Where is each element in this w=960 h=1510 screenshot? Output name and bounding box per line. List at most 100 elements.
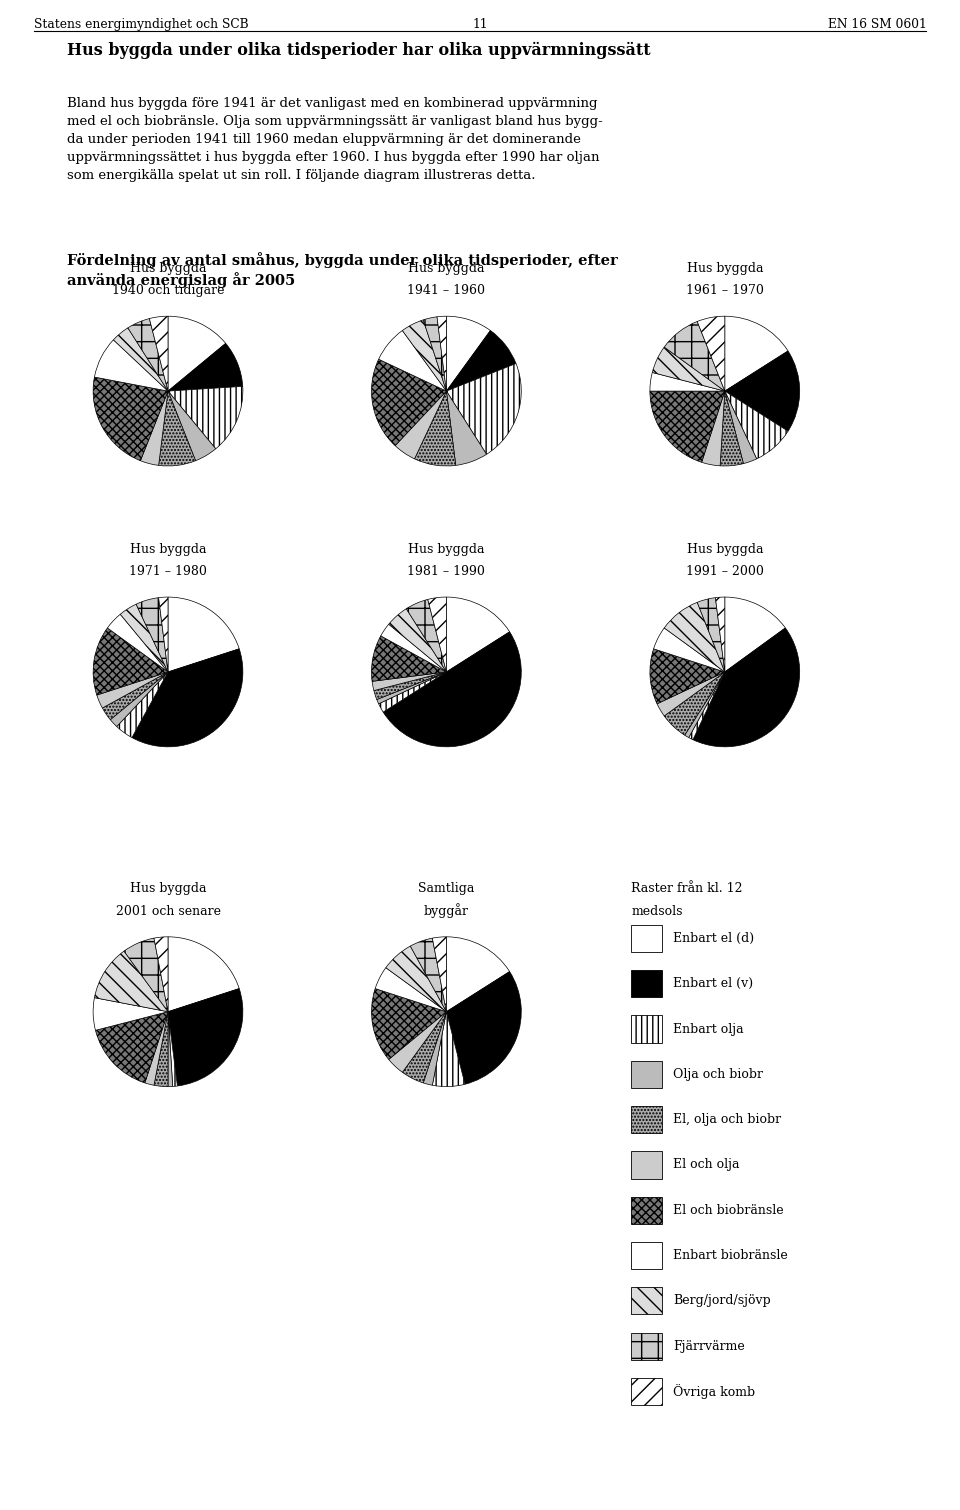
Wedge shape bbox=[136, 598, 168, 672]
Wedge shape bbox=[446, 936, 510, 1012]
Wedge shape bbox=[415, 391, 456, 467]
Wedge shape bbox=[410, 938, 446, 1012]
Wedge shape bbox=[702, 391, 725, 465]
Text: 2001 och senare: 2001 och senare bbox=[115, 904, 221, 918]
Wedge shape bbox=[383, 631, 521, 747]
Wedge shape bbox=[697, 598, 725, 672]
Wedge shape bbox=[654, 628, 725, 672]
Text: 1940 och tidigare: 1940 och tidigare bbox=[111, 284, 225, 297]
Wedge shape bbox=[93, 998, 168, 1030]
Text: Enbart el (d): Enbart el (d) bbox=[674, 932, 755, 945]
Text: Hus byggda: Hus byggda bbox=[408, 261, 485, 275]
Wedge shape bbox=[446, 596, 510, 672]
Wedge shape bbox=[432, 1012, 465, 1087]
Wedge shape bbox=[132, 649, 243, 747]
Text: Berg/jord/sjövp: Berg/jord/sjövp bbox=[674, 1294, 771, 1308]
Text: Enbart biobränsle: Enbart biobränsle bbox=[674, 1249, 788, 1262]
Wedge shape bbox=[372, 989, 446, 1060]
Wedge shape bbox=[688, 672, 725, 740]
Wedge shape bbox=[140, 391, 168, 465]
Wedge shape bbox=[124, 938, 168, 1012]
Wedge shape bbox=[389, 1012, 446, 1072]
Wedge shape bbox=[402, 1012, 446, 1083]
Text: Hus byggda: Hus byggda bbox=[686, 542, 763, 556]
Text: 1971 – 1980: 1971 – 1980 bbox=[129, 565, 207, 578]
Text: Hus byggda: Hus byggda bbox=[686, 261, 763, 275]
Wedge shape bbox=[428, 596, 446, 672]
Wedge shape bbox=[376, 672, 446, 704]
Text: Fjärrvärme: Fjärrvärme bbox=[674, 1339, 745, 1353]
Wedge shape bbox=[154, 936, 168, 1012]
Wedge shape bbox=[725, 316, 788, 391]
Wedge shape bbox=[103, 672, 168, 720]
Wedge shape bbox=[375, 968, 446, 1012]
Text: Olja och biobr: Olja och biobr bbox=[674, 1068, 763, 1081]
Text: El och biobränsle: El och biobränsle bbox=[674, 1203, 784, 1217]
Text: EN 16 SM 0601: EN 16 SM 0601 bbox=[828, 18, 926, 32]
Wedge shape bbox=[168, 387, 243, 448]
Wedge shape bbox=[93, 378, 168, 461]
Text: Hus byggda: Hus byggda bbox=[130, 882, 206, 895]
Wedge shape bbox=[113, 328, 168, 391]
Wedge shape bbox=[97, 672, 168, 708]
Wedge shape bbox=[657, 672, 725, 716]
Wedge shape bbox=[725, 596, 785, 672]
Text: använda energislag år 2005: använda energislag år 2005 bbox=[67, 272, 296, 288]
Wedge shape bbox=[117, 672, 168, 737]
Text: Statens energimyndighet och SCB: Statens energimyndighet och SCB bbox=[34, 18, 249, 32]
Wedge shape bbox=[386, 947, 446, 1012]
Wedge shape bbox=[432, 936, 446, 1012]
Wedge shape bbox=[95, 1012, 168, 1083]
Wedge shape bbox=[446, 316, 491, 391]
Wedge shape bbox=[720, 391, 743, 467]
Wedge shape bbox=[94, 951, 168, 1012]
Wedge shape bbox=[664, 672, 725, 735]
Text: Enbart olja: Enbart olja bbox=[674, 1022, 744, 1036]
Wedge shape bbox=[168, 391, 216, 461]
Text: Hus byggda: Hus byggda bbox=[130, 542, 206, 556]
Wedge shape bbox=[664, 602, 725, 672]
Text: Samtliga: Samtliga bbox=[419, 882, 474, 895]
Wedge shape bbox=[168, 936, 239, 1012]
Wedge shape bbox=[437, 316, 446, 391]
Wedge shape bbox=[168, 989, 243, 1086]
Text: 1961 – 1970: 1961 – 1970 bbox=[685, 284, 764, 297]
Wedge shape bbox=[158, 596, 168, 672]
Wedge shape bbox=[168, 596, 239, 672]
Wedge shape bbox=[372, 636, 446, 681]
Wedge shape bbox=[128, 319, 168, 391]
Wedge shape bbox=[446, 364, 521, 455]
Text: Enbart el (v): Enbart el (v) bbox=[674, 977, 754, 991]
Wedge shape bbox=[652, 347, 725, 391]
Wedge shape bbox=[423, 317, 446, 391]
Wedge shape bbox=[446, 971, 521, 1084]
Text: 11: 11 bbox=[472, 18, 488, 32]
Wedge shape bbox=[373, 672, 446, 699]
Wedge shape bbox=[168, 316, 226, 391]
Wedge shape bbox=[372, 672, 446, 690]
Wedge shape bbox=[446, 331, 516, 391]
Wedge shape bbox=[725, 350, 800, 432]
Wedge shape bbox=[664, 322, 725, 391]
Text: 1991 – 2000: 1991 – 2000 bbox=[685, 565, 764, 578]
Text: medsols: medsols bbox=[632, 904, 683, 918]
Wedge shape bbox=[697, 316, 725, 391]
Wedge shape bbox=[650, 649, 725, 704]
Wedge shape bbox=[168, 1012, 178, 1086]
Wedge shape bbox=[168, 343, 243, 391]
Wedge shape bbox=[684, 672, 725, 737]
Text: Fördelning av antal småhus, byggda under olika tidsperioder, efter: Fördelning av antal småhus, byggda under… bbox=[67, 252, 618, 269]
Text: byggår: byggår bbox=[424, 903, 468, 918]
Text: Bland hus byggda före 1941 är det vanligast med en kombinerad uppvärmning
med el: Bland hus byggda före 1941 är det vanlig… bbox=[67, 97, 603, 181]
Wedge shape bbox=[423, 1012, 446, 1086]
Text: Hus byggda: Hus byggda bbox=[408, 542, 485, 556]
Text: Raster från kl. 12: Raster från kl. 12 bbox=[632, 882, 743, 895]
Wedge shape bbox=[372, 359, 446, 445]
Wedge shape bbox=[693, 628, 800, 747]
Wedge shape bbox=[378, 672, 446, 713]
Wedge shape bbox=[396, 391, 446, 459]
Wedge shape bbox=[150, 316, 168, 391]
Wedge shape bbox=[650, 373, 725, 391]
Wedge shape bbox=[154, 1012, 168, 1087]
Wedge shape bbox=[158, 391, 196, 467]
